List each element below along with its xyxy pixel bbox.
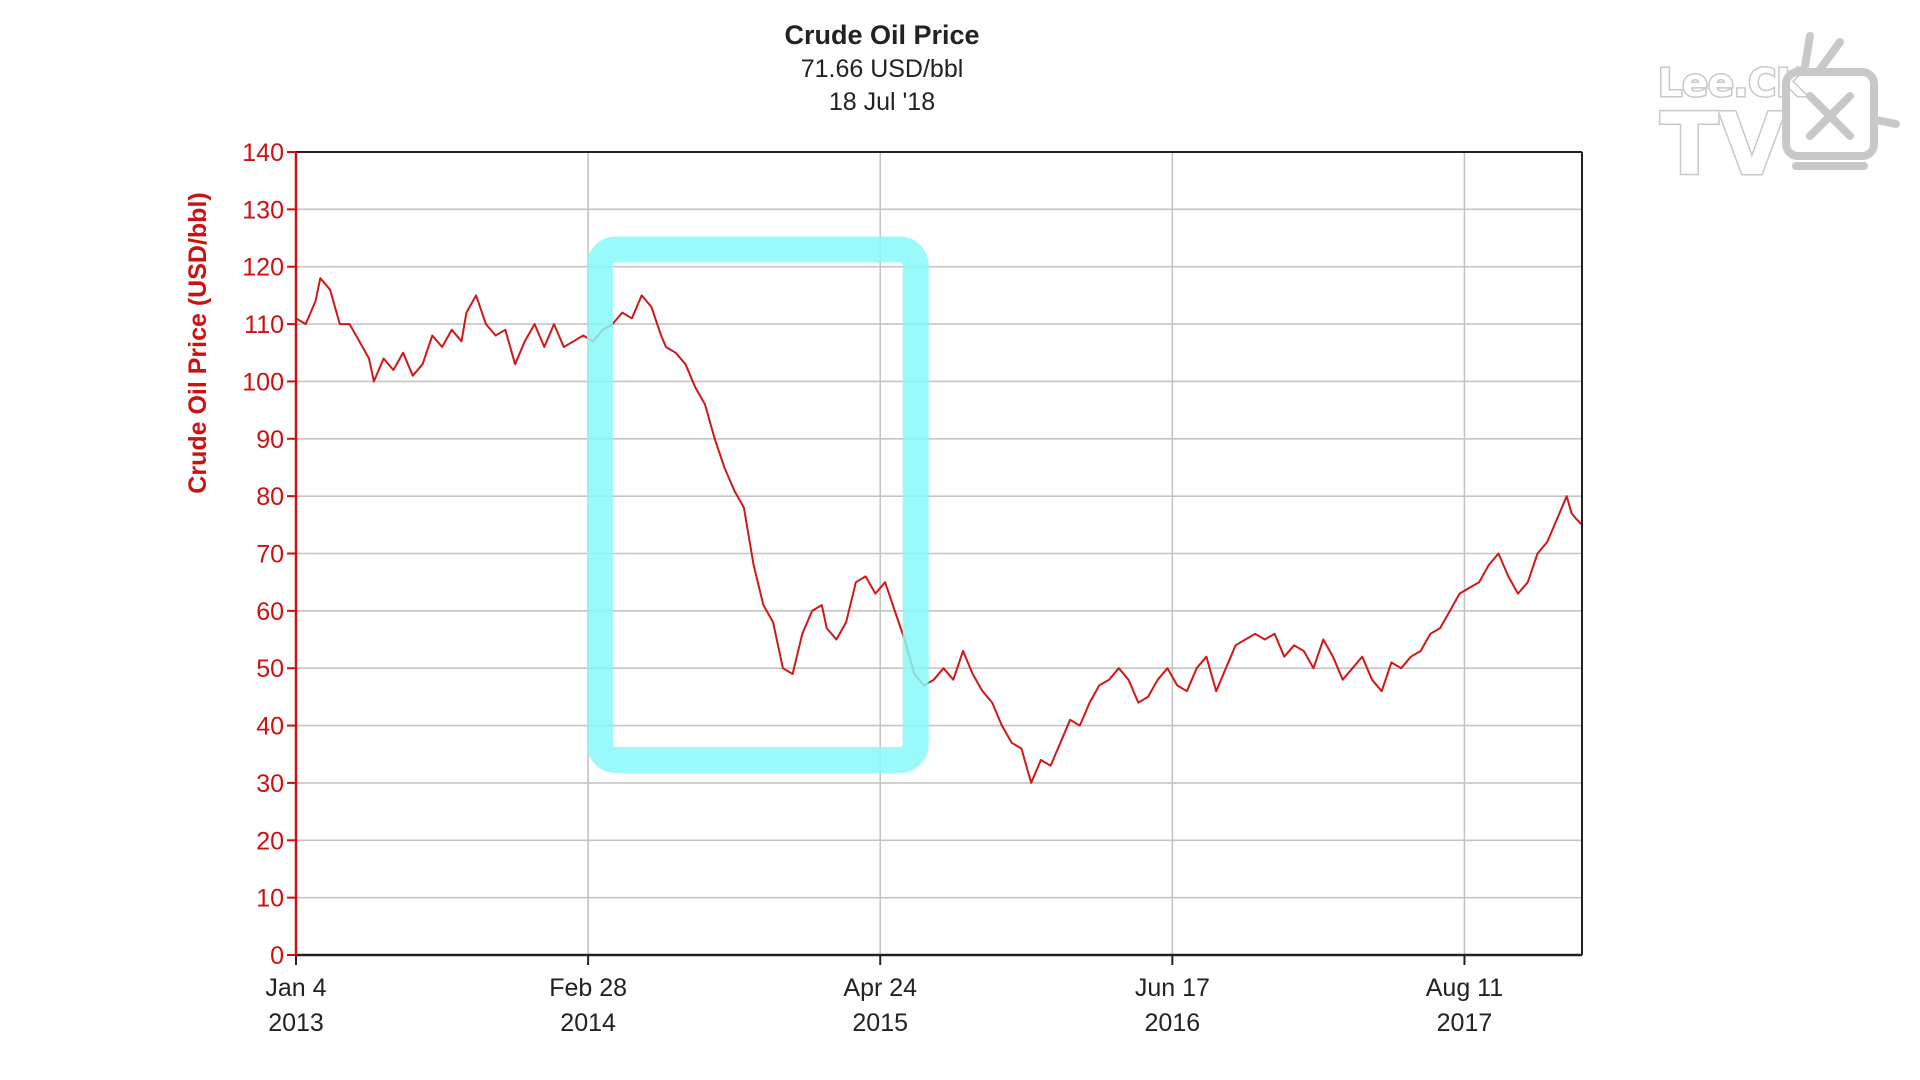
y-tick-label: 20 xyxy=(256,827,284,855)
y-tick-label: 30 xyxy=(256,770,284,798)
y-tick-label: 40 xyxy=(256,713,284,741)
y-tick-label: 50 xyxy=(256,655,284,683)
x-tick-label: Apr 24 xyxy=(843,974,917,1002)
y-tick-label: 110 xyxy=(244,311,284,339)
y-tick-label: 140 xyxy=(242,139,284,167)
x-tick-label: Jun 17 xyxy=(1135,974,1210,1002)
x-tick-year-label: 2014 xyxy=(560,1009,616,1037)
highlight-box xyxy=(586,236,929,773)
y-tick-label: 80 xyxy=(256,483,284,511)
highlight-layer xyxy=(586,236,929,773)
chart-current-value: 71.66 USD/bbl xyxy=(801,55,964,83)
chart-current-date: 18 Jul '18 xyxy=(829,88,935,116)
y-tick-label: 90 xyxy=(256,426,284,454)
grid xyxy=(295,151,1582,956)
y-axis-label: Crude Oil Price (USD/bbl) xyxy=(184,192,212,493)
lee-ck-tv-logo: Lee.CK TV xyxy=(1657,32,1900,197)
logo-line2: TV xyxy=(1660,95,1786,195)
x-ticks: Jan 4 2013 Feb 28 2014 Apr 24 2015 Jun 17 2016 A… xyxy=(265,955,1503,1037)
y-tick-label: 60 xyxy=(256,598,284,626)
x-tick-label: Jan 4 xyxy=(265,974,326,1002)
y-tick-label: 10 xyxy=(256,885,284,913)
y-tick-label: 70 xyxy=(256,541,284,569)
y-tick-label: 100 xyxy=(242,368,284,396)
x-tick-label: Aug 11 xyxy=(1426,974,1503,1002)
x-tick-year-label: 2015 xyxy=(852,1009,908,1037)
y-tick-label: 130 xyxy=(242,196,284,224)
x-tick-year-label: 2017 xyxy=(1437,1009,1493,1037)
y-tick-label: 120 xyxy=(242,254,284,282)
x-tick-label: Feb 28 xyxy=(549,974,627,1002)
x-tick-year-label: 2013 xyxy=(268,1009,324,1037)
chart-title: Crude Oil Price xyxy=(784,20,979,50)
series-layer xyxy=(295,277,1583,784)
x-tick-year-label: 2016 xyxy=(1145,1009,1201,1037)
tv-icon xyxy=(1782,32,1900,170)
price-series-line xyxy=(295,277,1583,784)
y-tick-label: 0 xyxy=(270,942,284,970)
y-ticks: 0 10 20 30 40 50 60 70 80 90 100 110 120 130 140 xyxy=(242,139,296,970)
